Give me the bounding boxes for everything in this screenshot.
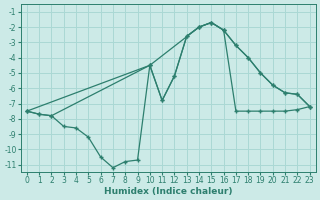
X-axis label: Humidex (Indice chaleur): Humidex (Indice chaleur)	[104, 187, 233, 196]
